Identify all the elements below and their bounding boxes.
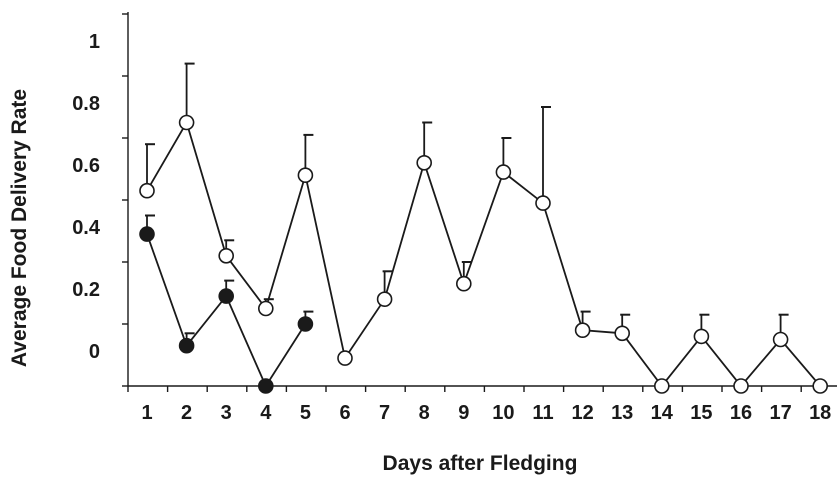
x-tick-label: 13: [611, 402, 633, 424]
x-tick-label: 9: [458, 402, 469, 424]
data-point: [257, 378, 274, 394]
x-tick-label: 5: [300, 402, 311, 424]
x-tick-label: 18: [809, 402, 831, 424]
y-tick-label: 0: [89, 341, 100, 363]
data-point: [178, 337, 195, 354]
x-tick-label: 6: [339, 402, 350, 424]
data-point: [455, 275, 472, 292]
data-point: [337, 350, 353, 366]
x-tick-label: 16: [730, 402, 752, 424]
x-tick-label: 7: [379, 402, 390, 424]
y-tick-label: 0.4: [72, 217, 101, 239]
x-tick-label: 8: [419, 402, 430, 424]
y-tick-label: 0.2: [72, 279, 100, 301]
series-open: [139, 62, 829, 394]
data-point: [297, 316, 314, 332]
x-tick-label: 11: [532, 402, 553, 424]
series-filled: [139, 214, 314, 394]
data-point: [574, 322, 591, 339]
x-tick-label: 1: [141, 402, 152, 424]
data-point: [178, 114, 195, 131]
y-tick-label: 0.8: [72, 93, 100, 115]
data-point: [693, 328, 710, 345]
data-point: [218, 248, 234, 264]
y-axis-title: Average Food Delivery Rate: [8, 89, 31, 367]
x-tick-label: 14: [651, 402, 674, 424]
x-tick-label: 10: [492, 402, 514, 424]
data-point: [376, 291, 393, 308]
data-point: [535, 195, 551, 211]
data-point: [218, 288, 234, 304]
x-tick-label: 4: [260, 402, 272, 424]
x-tick-label: 2: [181, 402, 192, 424]
series-layer: [139, 62, 829, 394]
y-tick-label: 1: [89, 31, 100, 53]
y-tick-label: 0.6: [72, 155, 100, 177]
x-axis-title: Days after Fledging: [383, 452, 578, 475]
data-point: [772, 331, 789, 348]
y-axis: 00.20.40.60.811.2: [72, 12, 129, 387]
data-point: [257, 300, 274, 317]
data-point: [297, 167, 314, 183]
data-point: [416, 155, 433, 171]
x-tick-label: 3: [221, 402, 232, 424]
data-point: [139, 182, 155, 199]
data-point: [812, 378, 829, 394]
series-line: [146, 120, 821, 388]
x-tick-label: 15: [690, 402, 712, 424]
data-point: [653, 378, 670, 394]
x-axis: 1 2 3 4 5 6 7 8 9 10 11 12 13 14 15 16 17 18: [127, 385, 837, 424]
x-tick-label: 12: [571, 402, 593, 424]
data-point: [139, 226, 155, 242]
data-point: [733, 378, 749, 394]
data-point: [614, 325, 631, 342]
data-point: [495, 164, 512, 180]
x-tick-label: 17: [769, 402, 791, 424]
